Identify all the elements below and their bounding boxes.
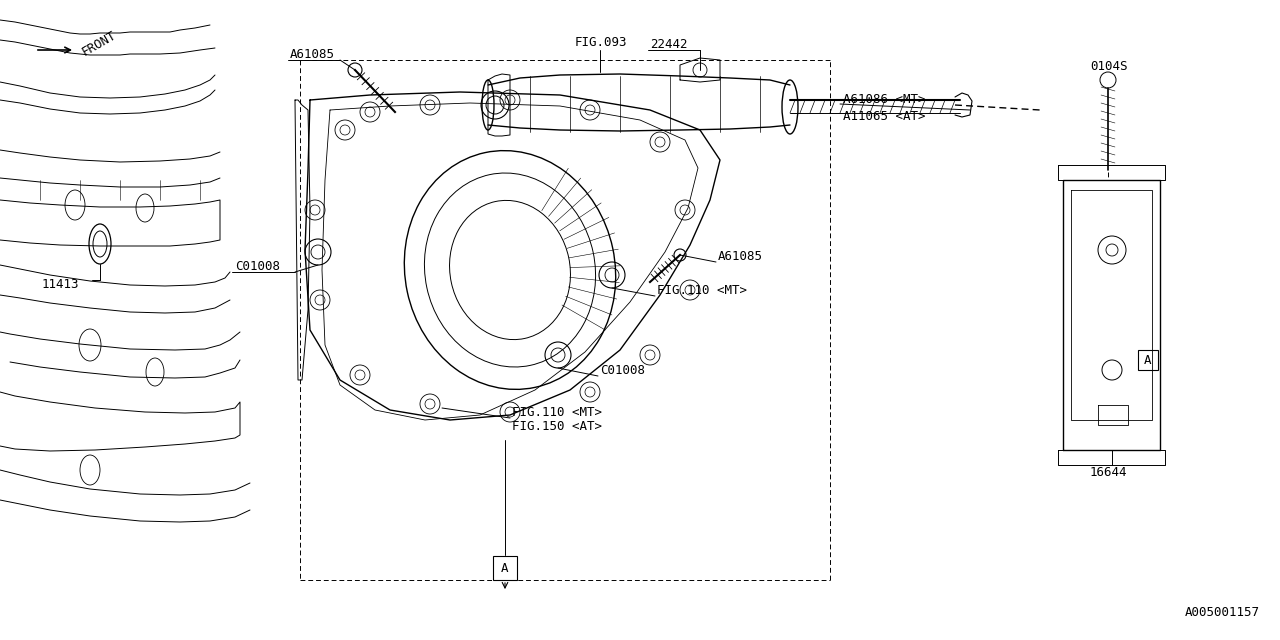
Text: C01008: C01008 (236, 259, 280, 273)
Text: 22442: 22442 (650, 38, 687, 51)
Text: FIG.110 <MT>: FIG.110 <MT> (512, 406, 602, 419)
Text: A61085: A61085 (718, 250, 763, 262)
Text: A005001157: A005001157 (1185, 605, 1260, 618)
FancyBboxPatch shape (1138, 350, 1158, 370)
Text: 16644: 16644 (1091, 465, 1128, 479)
Text: FIG.110 <MT>: FIG.110 <MT> (657, 284, 748, 296)
Text: A61085: A61085 (291, 47, 335, 61)
Text: C01008: C01008 (600, 364, 645, 376)
Text: FRONT: FRONT (79, 29, 119, 59)
FancyBboxPatch shape (493, 556, 517, 580)
Text: A11065 <AT>: A11065 <AT> (844, 109, 925, 122)
Text: A: A (1144, 353, 1152, 367)
Text: A: A (502, 561, 508, 575)
Text: 0104S: 0104S (1091, 60, 1128, 72)
Text: FIG.093: FIG.093 (575, 35, 627, 49)
Text: A61086 <MT>: A61086 <MT> (844, 93, 925, 106)
Text: 11413: 11413 (41, 278, 79, 291)
Text: FIG.150 <AT>: FIG.150 <AT> (512, 419, 602, 433)
